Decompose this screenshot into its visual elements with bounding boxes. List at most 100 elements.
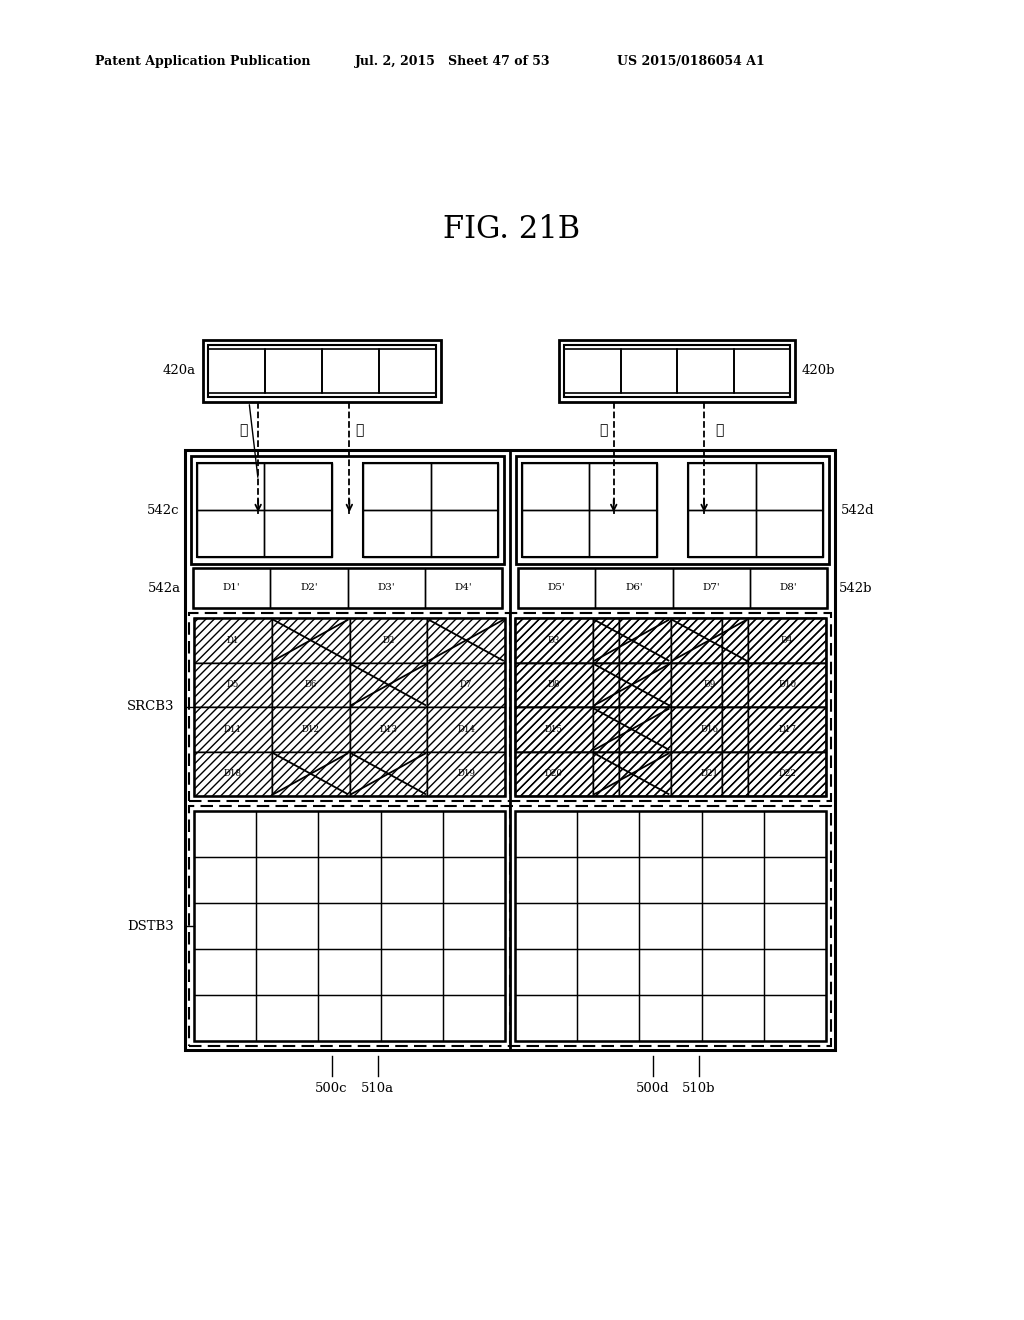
Text: D7': D7' <box>702 583 720 593</box>
Bar <box>671 618 749 663</box>
Bar <box>193 568 270 609</box>
Bar <box>194 995 256 1041</box>
Bar <box>427 663 505 708</box>
Bar <box>194 663 271 708</box>
Bar <box>515 708 593 751</box>
Bar <box>381 949 442 995</box>
Bar <box>208 348 265 393</box>
Text: D22: D22 <box>778 770 796 779</box>
Bar <box>515 810 578 857</box>
Bar <box>381 810 442 857</box>
Text: ①: ① <box>239 422 248 437</box>
Bar <box>671 663 749 708</box>
Bar <box>349 663 427 708</box>
Text: D20: D20 <box>545 770 563 779</box>
Bar <box>515 618 593 663</box>
Bar <box>256 949 318 995</box>
Bar <box>431 510 498 557</box>
Bar <box>349 708 427 751</box>
Bar <box>515 618 618 663</box>
Bar <box>515 618 826 796</box>
Bar <box>701 810 764 857</box>
Bar <box>639 857 701 903</box>
Bar <box>349 618 427 663</box>
Bar <box>322 348 379 393</box>
Bar <box>271 618 349 663</box>
Bar <box>618 708 722 751</box>
Bar <box>515 663 618 708</box>
Bar <box>427 708 505 751</box>
Bar <box>639 810 701 857</box>
Bar <box>722 751 826 796</box>
Bar <box>442 903 505 949</box>
Bar <box>191 455 504 564</box>
Text: D1: D1 <box>226 636 240 644</box>
Bar <box>722 708 826 751</box>
Bar <box>425 568 502 609</box>
Bar <box>271 663 349 708</box>
Text: 542d: 542d <box>841 503 874 516</box>
Bar <box>379 348 436 393</box>
Bar <box>256 903 318 949</box>
Bar <box>271 751 349 796</box>
Text: SRCB3: SRCB3 <box>127 701 174 714</box>
Bar <box>194 903 256 949</box>
Text: D12: D12 <box>302 725 319 734</box>
Text: D8: D8 <box>548 680 560 689</box>
Bar <box>522 463 656 557</box>
Text: Jul. 2, 2015   Sheet 47 of 53: Jul. 2, 2015 Sheet 47 of 53 <box>355 55 551 69</box>
Bar <box>515 751 593 796</box>
Text: D10: D10 <box>778 680 797 689</box>
Text: D11: D11 <box>224 725 242 734</box>
Bar <box>677 348 733 393</box>
Text: D14: D14 <box>457 725 475 734</box>
Bar <box>589 463 656 510</box>
Bar <box>722 663 826 708</box>
Bar <box>194 810 256 857</box>
Text: ①: ① <box>599 422 608 437</box>
Text: D4': D4' <box>455 583 472 593</box>
Bar <box>364 510 431 557</box>
Text: D2: D2 <box>382 636 394 644</box>
Bar <box>364 463 431 510</box>
Bar <box>256 995 318 1041</box>
Bar <box>193 568 502 609</box>
Bar <box>618 708 722 751</box>
Bar <box>189 807 831 1045</box>
Bar <box>194 708 271 751</box>
Bar <box>515 708 593 751</box>
Bar <box>701 903 764 949</box>
Text: D15: D15 <box>545 725 563 734</box>
Bar <box>578 903 639 949</box>
Bar <box>515 708 618 751</box>
Text: ②: ② <box>715 422 723 437</box>
Bar <box>593 708 671 751</box>
Bar <box>593 663 671 708</box>
Bar <box>515 751 618 796</box>
Bar <box>701 995 764 1041</box>
Bar <box>749 708 826 751</box>
Bar <box>427 751 505 796</box>
Bar <box>593 663 671 708</box>
Bar <box>349 708 427 751</box>
Bar <box>515 903 578 949</box>
Bar <box>749 663 826 708</box>
Text: D1': D1' <box>223 583 241 593</box>
Bar <box>578 857 639 903</box>
Bar <box>197 463 332 557</box>
Bar <box>271 708 349 751</box>
Bar <box>194 751 271 796</box>
Bar <box>688 463 756 510</box>
Bar <box>618 618 722 663</box>
Bar <box>515 857 578 903</box>
Bar <box>318 949 381 995</box>
Bar <box>518 568 595 609</box>
Bar <box>593 618 671 663</box>
Bar <box>381 995 442 1041</box>
Bar <box>515 618 593 663</box>
Bar <box>264 463 332 510</box>
Text: D5': D5' <box>548 583 565 593</box>
Bar <box>194 708 271 751</box>
Bar <box>197 510 264 557</box>
Bar <box>595 568 673 609</box>
